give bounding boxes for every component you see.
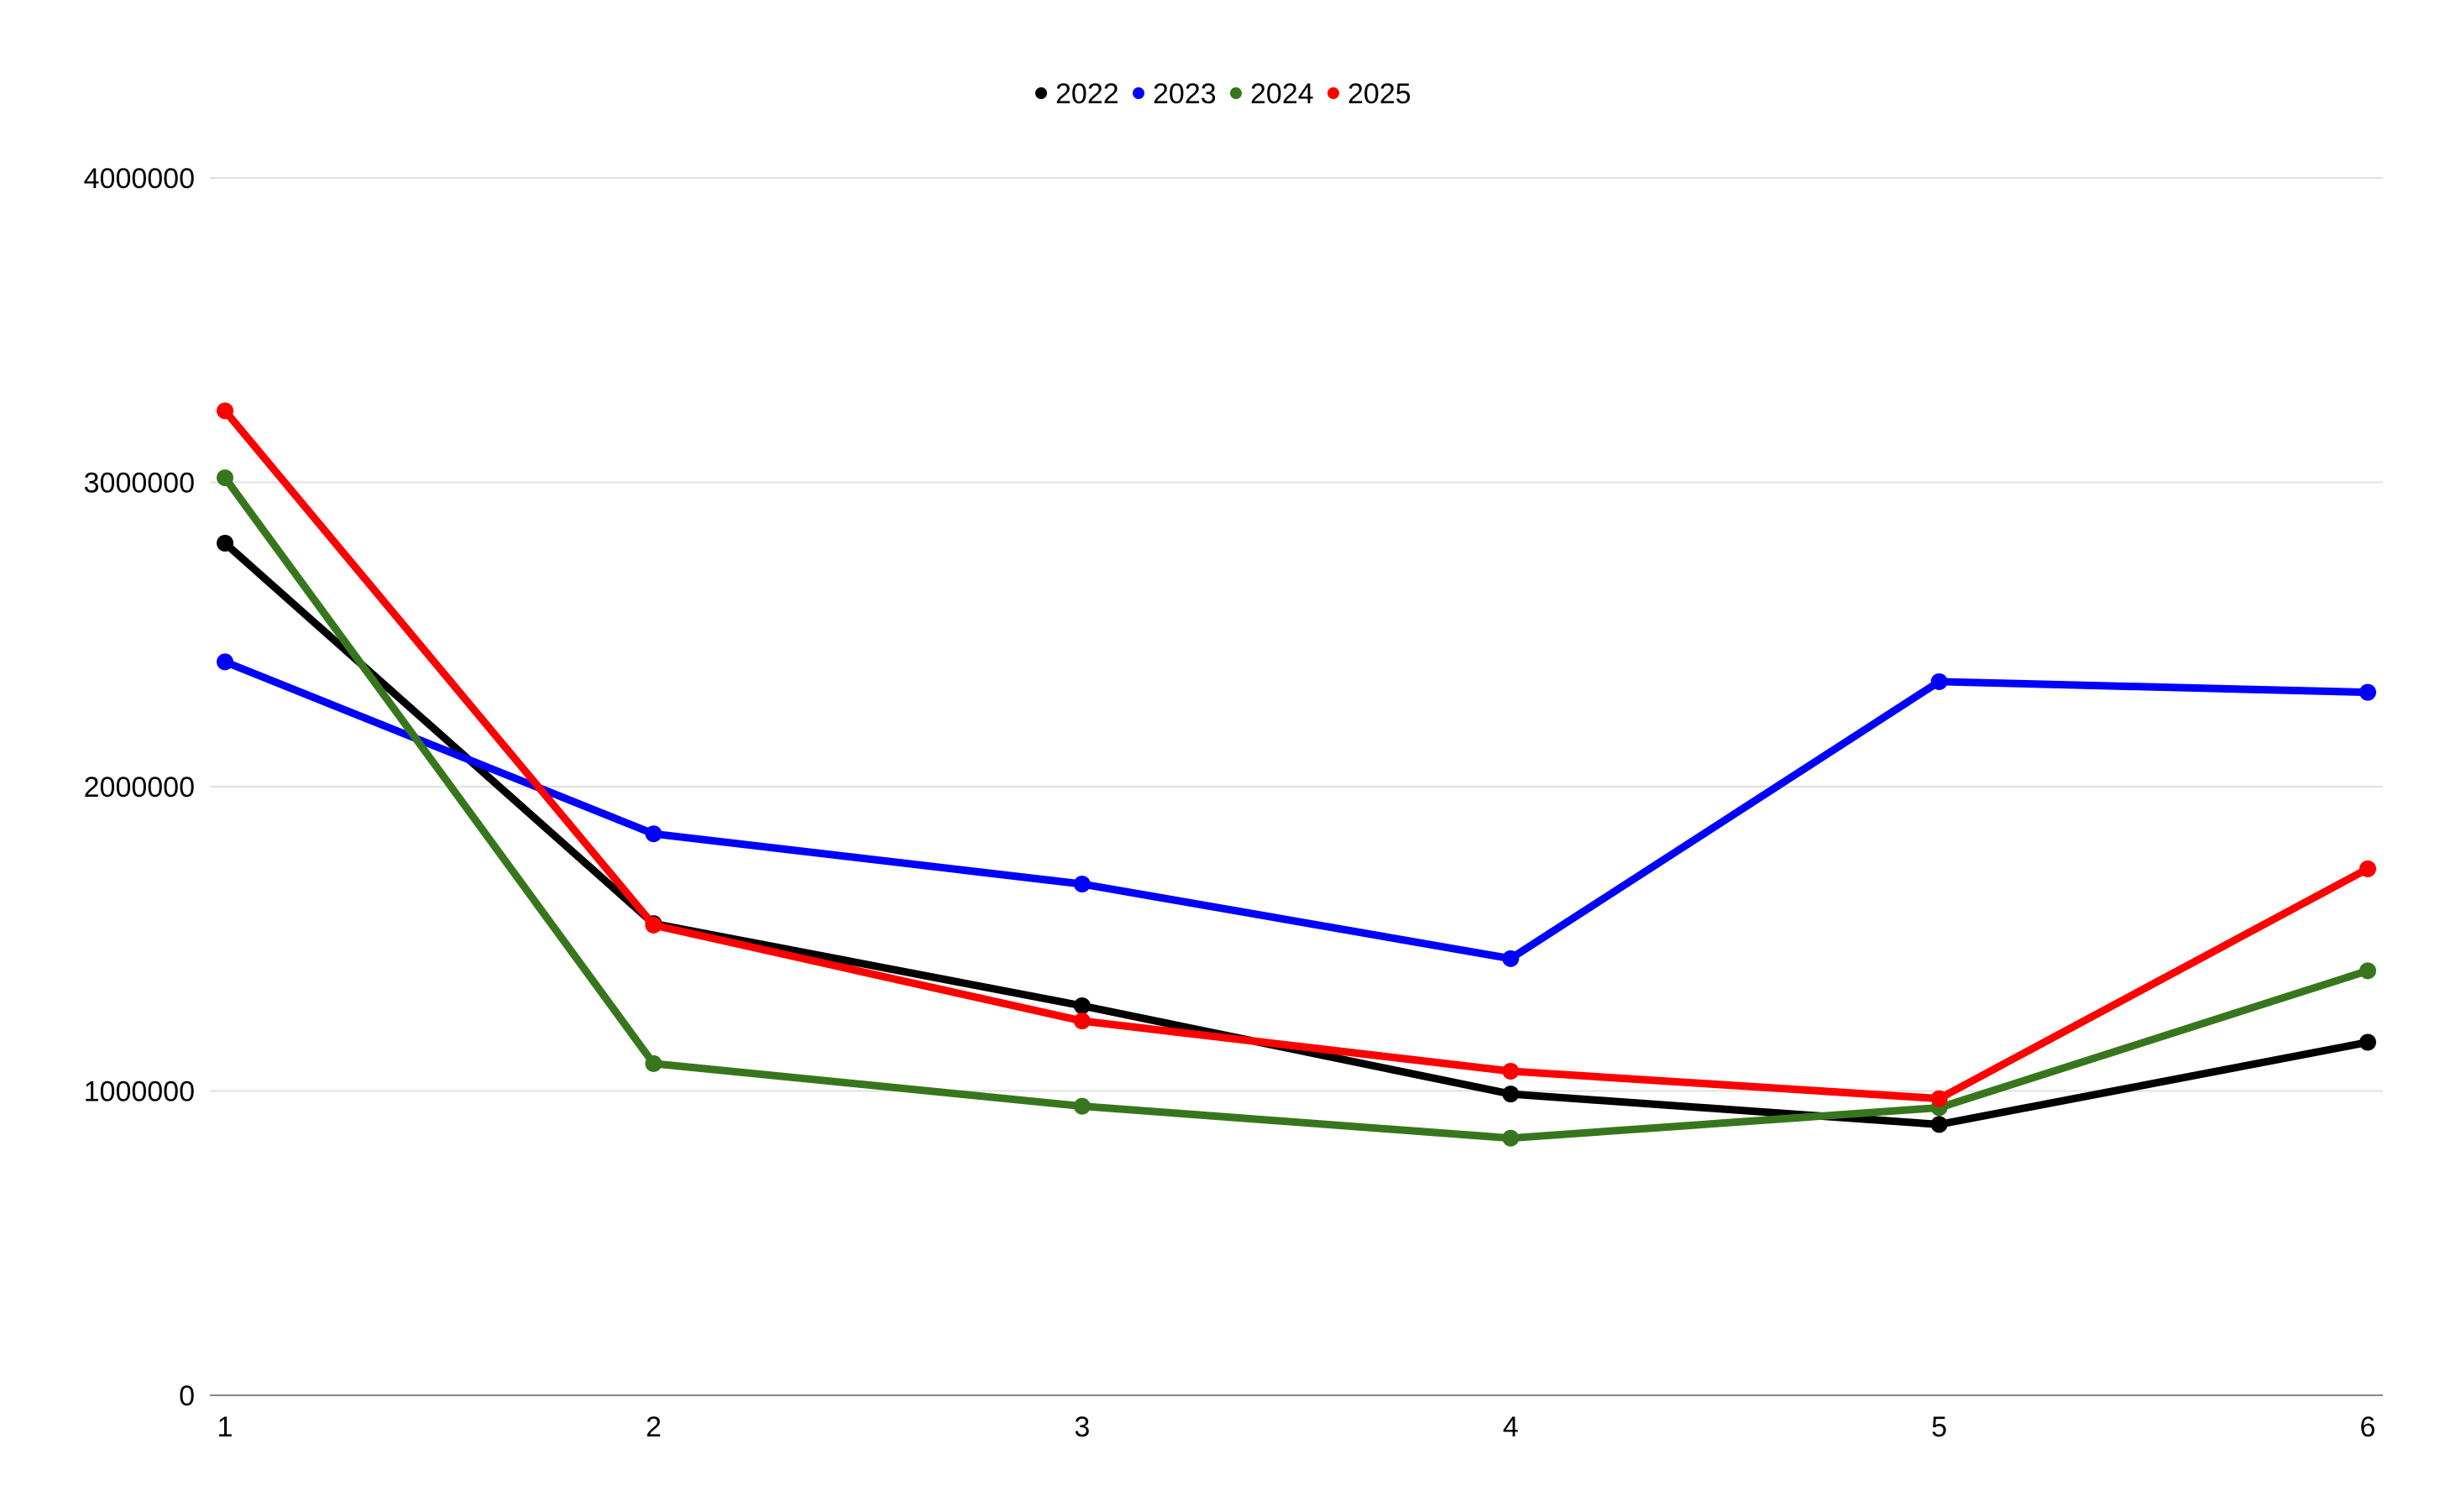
legend-marker (1327, 87, 1339, 99)
data-point[interactable] (217, 535, 233, 552)
legend-marker (1035, 87, 1047, 99)
legend-marker (1230, 87, 1242, 99)
series-2025 (217, 402, 2376, 1107)
data-point[interactable] (1073, 997, 1091, 1014)
data-point[interactable] (645, 1054, 662, 1072)
series-line (221, 406, 2372, 1103)
legend-label: 2023 (1153, 78, 1217, 110)
gridlines (210, 177, 2383, 1092)
series-line (221, 473, 2372, 1143)
y-tick-label: 0 (179, 1380, 195, 1412)
legend-label: 2025 (1348, 78, 1411, 110)
data-point[interactable] (645, 916, 662, 934)
x-tick-label: 5 (1931, 1411, 1947, 1443)
x-tick-label: 1 (217, 1411, 233, 1443)
y-tick-label: 4000000 (84, 163, 195, 195)
series-2024 (217, 469, 2376, 1147)
legend-label: 2024 (1250, 78, 1314, 110)
data-point[interactable] (1930, 1090, 1948, 1107)
data-point[interactable] (2359, 1033, 2376, 1051)
legend-item-2025[interactable]: 2025 (1327, 78, 1411, 110)
data-point[interactable] (645, 825, 662, 843)
data-point[interactable] (217, 469, 233, 487)
series-line (221, 657, 2372, 963)
data-point[interactable] (1073, 1012, 1091, 1030)
data-point[interactable] (1073, 1097, 1091, 1115)
legend-label: 2022 (1055, 78, 1119, 110)
data-point[interactable] (1502, 1086, 1520, 1103)
data-point[interactable] (2359, 683, 2376, 701)
data-point[interactable] (2359, 962, 2376, 980)
data-point[interactable] (1502, 1062, 1520, 1080)
y-tick-label: 2000000 (84, 772, 195, 803)
legend-item-2022[interactable]: 2022 (1035, 78, 1119, 110)
data-point[interactable] (1073, 876, 1091, 892)
legend[interactable]: 2022 2023 2024 2025 (1035, 78, 1411, 110)
x-tick-label: 3 (1074, 1411, 1090, 1443)
series-lines (217, 402, 2376, 1147)
legend-marker (1133, 87, 1144, 99)
series-line (221, 539, 2372, 1128)
y-tick-label: 3000000 (84, 468, 195, 500)
data-point[interactable] (1502, 950, 1520, 967)
series-2022 (217, 535, 2376, 1133)
data-point[interactable] (1930, 672, 1948, 690)
axes: 0 1000000 2000000 3000000 4000000 1 2 3 4 5 6 (84, 163, 2383, 1443)
x-tick-label: 2 (646, 1411, 662, 1443)
x-tick-label: 6 (2360, 1411, 2376, 1443)
legend-item-2023[interactable]: 2023 (1133, 78, 1217, 110)
legend-item-2024[interactable]: 2024 (1230, 78, 1314, 110)
data-point[interactable] (2359, 860, 2376, 877)
y-tick-label: 1000000 (84, 1076, 195, 1108)
x-tick-label: 4 (1503, 1411, 1519, 1443)
series-2023 (217, 653, 2376, 967)
data-point[interactable] (217, 402, 233, 420)
data-point[interactable] (217, 653, 233, 671)
data-point[interactable] (1930, 1116, 1948, 1133)
data-point[interactable] (1502, 1129, 1520, 1147)
